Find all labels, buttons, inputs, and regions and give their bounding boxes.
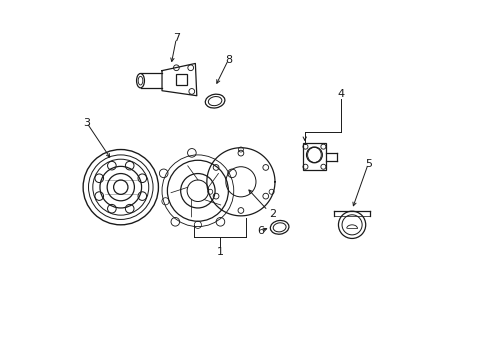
- Text: 3: 3: [83, 118, 90, 128]
- Text: 8: 8: [224, 55, 231, 65]
- Bar: [302, 143, 325, 170]
- Bar: [176, 74, 187, 85]
- Text: 4: 4: [337, 89, 344, 99]
- Text: 2: 2: [268, 209, 275, 219]
- Text: 5: 5: [364, 159, 371, 169]
- Text: 6: 6: [257, 226, 264, 236]
- Text: 1: 1: [216, 247, 224, 257]
- Text: 7: 7: [172, 33, 180, 43]
